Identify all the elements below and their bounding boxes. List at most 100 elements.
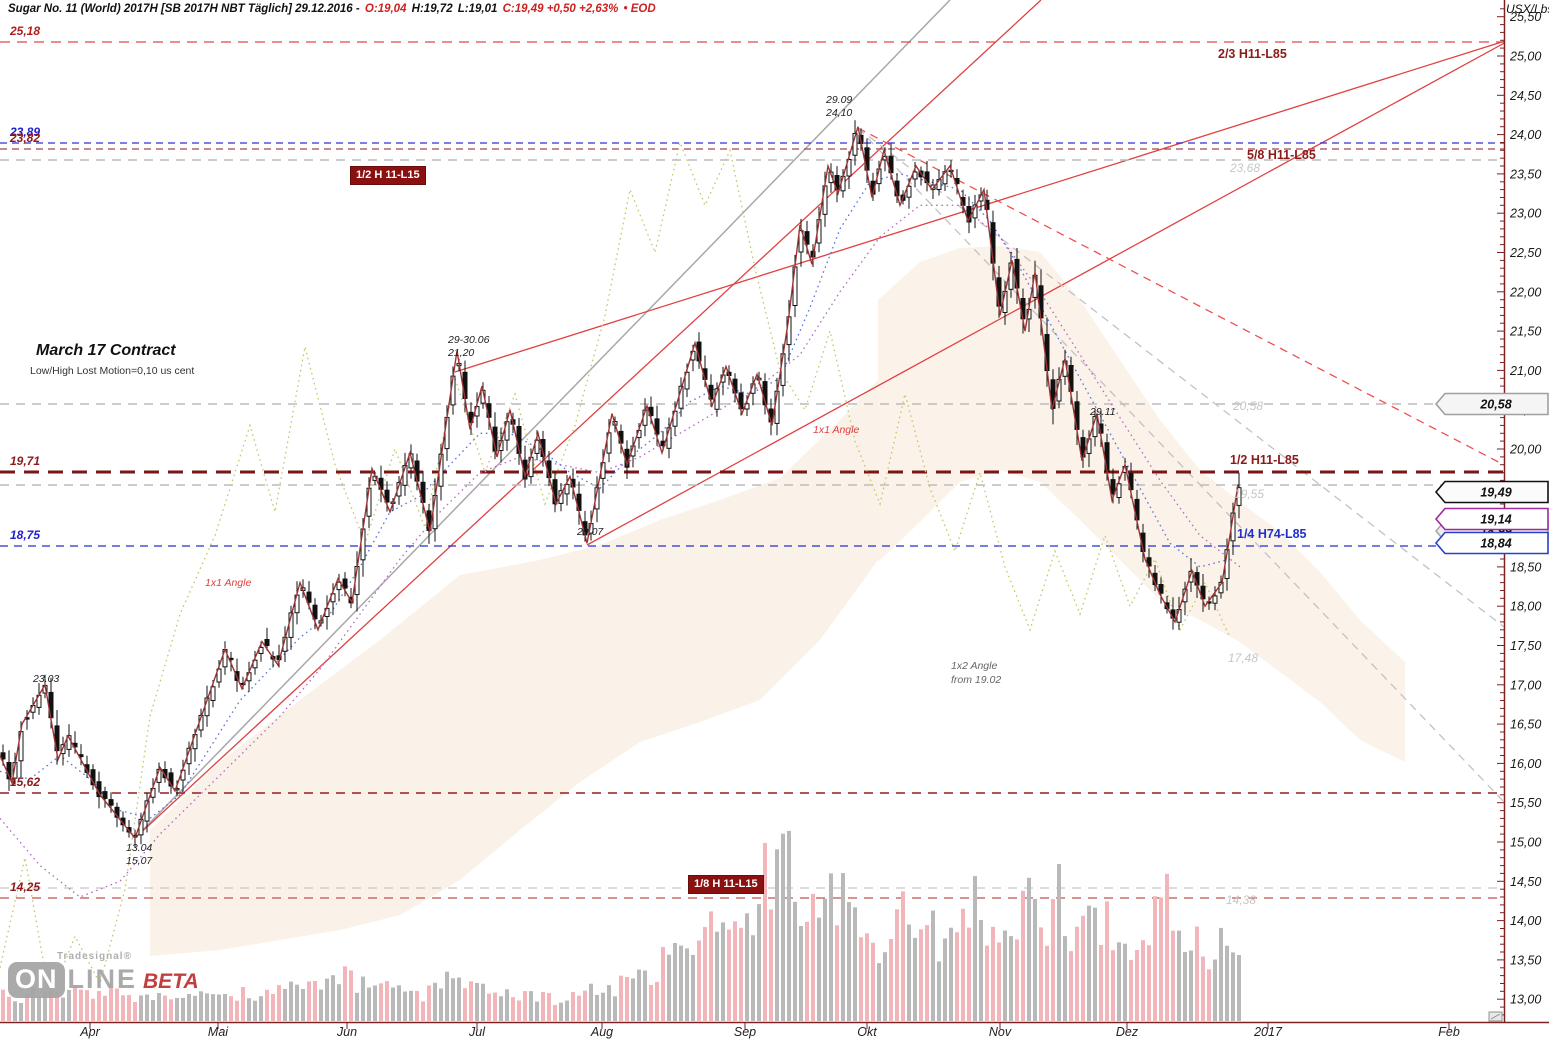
volume-bar <box>1105 901 1109 1021</box>
volume-bar <box>1009 936 1013 1021</box>
volume-bar <box>709 911 713 1021</box>
y-axis-label: 15,00 <box>1510 836 1541 850</box>
gann-red-down-dash[interactable] <box>857 127 1508 467</box>
volume-bar <box>127 995 131 1021</box>
y-axis-label: 13,00 <box>1510 993 1541 1007</box>
level-label-left: 14,25 <box>10 880 41 894</box>
candle-body <box>804 231 810 245</box>
y-axis-label: 23,00 <box>1509 207 1541 221</box>
volume-bar <box>697 940 701 1021</box>
volume-bar <box>481 983 485 1021</box>
level-label-left: 18,75 <box>10 528 41 542</box>
level-badge[interactable]: 1/2 H 11-L15 <box>350 166 426 186</box>
chart-title: Sugar No. 11 (World) 2017H [SB 2017H NBT… <box>8 3 658 16</box>
price-tag-value: 19,14 <box>1480 513 1511 527</box>
chart-annotation: 13.04 <box>126 842 153 854</box>
volume-bar <box>691 954 695 1021</box>
level-badge[interactable]: 1/8 H 11-L15 <box>688 875 764 895</box>
volume-bar <box>685 948 689 1021</box>
volume-bar <box>121 995 125 1021</box>
y-axis-label: 16,00 <box>1510 757 1541 771</box>
candle-body <box>1212 595 1218 604</box>
candle-body <box>108 799 114 806</box>
y-axis[interactable]: 25,50 25,00 24,50 24,00 23,50 23,00 22,50 22,00… <box>1497 8 1541 1016</box>
volume-bar <box>775 849 779 1021</box>
volume-bar <box>913 937 917 1021</box>
volume-bar <box>271 994 275 1021</box>
x-axis-month-label: Aug <box>590 1025 614 1039</box>
volume-bar <box>583 990 587 1021</box>
volume-bar <box>379 983 383 1021</box>
candle-body <box>210 686 216 701</box>
gann-1x1-red-up[interactable] <box>134 0 1042 839</box>
volume-bar <box>1183 951 1187 1021</box>
volume-bar <box>433 982 437 1021</box>
volume-bar <box>1231 952 1235 1021</box>
title-segment: H:19,72 <box>411 3 456 15</box>
volume-bar <box>901 891 905 1021</box>
candle-body <box>1188 570 1194 583</box>
volume-bar <box>1177 930 1181 1021</box>
volume-bar <box>733 921 737 1021</box>
x-axis-month-label: 2017 <box>1254 1025 1282 1039</box>
volume-bar <box>559 1002 563 1021</box>
volume-bar <box>943 938 947 1021</box>
volume-bar <box>979 920 983 1021</box>
chart-annotation: 1x2 Angle <box>951 660 998 672</box>
gann-gray-down-2[interactable] <box>857 127 1508 806</box>
candle-body <box>912 171 918 180</box>
volume-bar <box>1213 959 1217 1021</box>
chart-annotation: 24,10 <box>826 107 853 119</box>
volume-bar <box>445 971 449 1021</box>
y-axis-label: 17,00 <box>1510 678 1541 692</box>
volume-bar <box>1087 905 1091 1021</box>
volume-bar <box>811 893 815 1021</box>
volume-bar <box>235 1000 239 1021</box>
chart-annotation: 29.11 <box>1090 406 1116 418</box>
volume-bar <box>1069 951 1073 1021</box>
gann-1x1-gray-up[interactable] <box>134 0 951 839</box>
candle-body <box>264 639 270 646</box>
volume-bar <box>91 998 95 1021</box>
title-segment: C:19,49 +0,50 +2,63% <box>502 3 622 15</box>
volume-bar <box>439 988 443 1021</box>
volume-bar <box>25 993 29 1021</box>
volume-bar <box>613 996 617 1021</box>
level-value-gray: 20,58 <box>1233 399 1264 413</box>
volume-bar <box>403 991 407 1021</box>
volume-bar <box>781 833 785 1021</box>
volume-bar <box>571 992 575 1021</box>
volume-bar <box>739 927 743 1021</box>
y-axis-label: 21,50 <box>1509 325 1541 339</box>
volume-bar <box>475 983 479 1021</box>
volume-bar <box>1021 890 1025 1021</box>
volume-bar <box>871 942 875 1021</box>
volume-bar <box>217 994 221 1021</box>
title-segment: O:19,04 <box>364 3 410 15</box>
candle-body <box>540 439 546 457</box>
candle-body <box>798 230 804 253</box>
level-label-right: 1/2 H11-L85 <box>1230 453 1299 467</box>
volume-bar <box>139 995 143 1021</box>
volume-bar <box>955 932 959 1021</box>
volume-bar <box>847 902 851 1021</box>
volume-bar <box>757 904 761 1021</box>
x-axis[interactable] <box>89 1022 1450 1029</box>
candle-body <box>1110 479 1116 495</box>
axis-corner-icon[interactable] <box>1488 1011 1503 1022</box>
volume-bar <box>151 1000 155 1021</box>
volume-bar <box>319 989 323 1021</box>
y-axis-label: 22,50 <box>1509 246 1541 260</box>
gann-gray-down-1[interactable] <box>857 127 1508 630</box>
volume-bar <box>865 933 869 1021</box>
gann-red-up-jul[interactable] <box>586 41 1508 546</box>
candle-body <box>312 604 318 620</box>
x-axis-month-label: Sep <box>733 1025 757 1039</box>
volume-bar <box>133 1002 137 1021</box>
volume-bar <box>529 991 533 1021</box>
volume-bar <box>283 988 287 1021</box>
volume-bar <box>259 996 263 1021</box>
watermark-logo: ON LINE BETA <box>8 962 199 998</box>
price-tag-19,14: 19,14 <box>1434 507 1549 531</box>
